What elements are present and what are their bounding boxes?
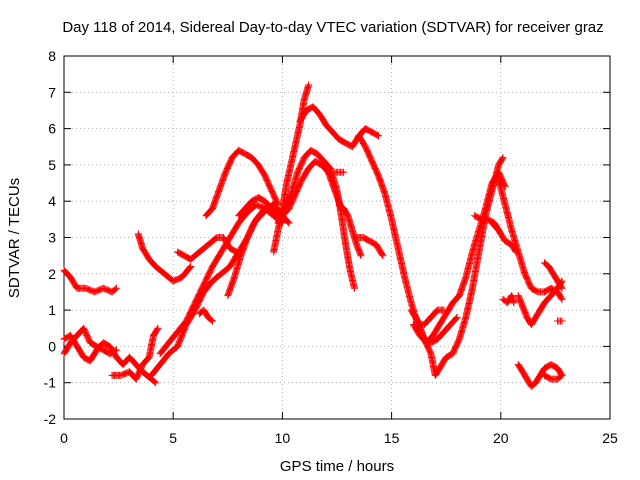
series-track-23: [414, 306, 448, 329]
y-tick-label: 8: [48, 48, 56, 64]
series-track-17: [331, 168, 348, 176]
data-point-plus: [558, 317, 566, 325]
data-point-plus: [541, 371, 548, 379]
data-point-plus: [357, 252, 365, 260]
data-point-plus: [187, 263, 195, 270]
y-axis-label: SDTVAR / TECUs: [6, 178, 23, 298]
series-track-30: [514, 361, 566, 390]
x-tick-label: 15: [384, 430, 400, 446]
x-axis-label: GPS time / hours: [280, 458, 394, 475]
data-point-plus: [542, 372, 550, 380]
series-track-8: [156, 201, 286, 358]
y-tick-label: -2: [44, 411, 57, 427]
data-point-plus: [111, 285, 119, 293]
series-track-9: [195, 306, 216, 325]
data-point-plus: [351, 284, 358, 292]
data-point-plus: [452, 315, 459, 323]
chart-title: Day 118 of 2014, Sidereal Day-to-day VTE…: [62, 19, 603, 36]
x-tick-label: 25: [602, 430, 618, 446]
data-point-plus: [558, 284, 566, 292]
x-tick-label: 20: [493, 430, 509, 446]
series-track-16: [278, 157, 345, 220]
data-point-plus: [375, 132, 382, 140]
data-point-plus: [512, 248, 520, 256]
series-track-5: [134, 230, 195, 285]
x-tick-label: 10: [275, 430, 291, 446]
series-track-19: [353, 234, 387, 260]
y-tick-label: 3: [48, 230, 56, 246]
data-point-plus: [154, 324, 162, 332]
data-point-plus: [453, 313, 461, 321]
data-point-plus: [209, 317, 216, 325]
y-tick-label: 0: [48, 338, 56, 354]
series-track-26: [488, 219, 520, 256]
data-point-plus: [340, 168, 348, 176]
y-tick-label: 2: [48, 266, 56, 282]
data-point-plus: [498, 155, 506, 163]
series-track-4: [108, 324, 162, 383]
data-point-plus: [379, 252, 387, 260]
data-point-plus: [440, 306, 448, 314]
series-track-27: [499, 292, 518, 307]
data-point-plus: [499, 154, 507, 162]
series-track-31: [554, 317, 566, 325]
data-point-plus: [432, 308, 440, 316]
data-point-plus: [207, 316, 215, 324]
data-point-plus: [452, 314, 460, 322]
data-point-plus: [373, 131, 381, 139]
y-tick-label: 1: [48, 302, 56, 318]
data-point-plus: [151, 378, 159, 386]
y-tick-label: -1: [44, 375, 57, 391]
data-point-plus: [512, 247, 519, 255]
data-point-plus: [558, 295, 566, 303]
data-point-plus: [152, 379, 160, 387]
series-track-22: [409, 168, 509, 347]
y-tick-label: 6: [48, 121, 56, 137]
series-track-12: [235, 194, 289, 223]
series-track-25: [495, 175, 566, 303]
series-track-1: [60, 266, 120, 296]
series-track-18: [335, 201, 365, 260]
x-tick-label: 5: [169, 430, 177, 446]
data-point-plus: [305, 81, 313, 89]
data-point-plus: [510, 299, 518, 307]
y-tick-label: 4: [48, 193, 56, 209]
data-point-plus: [285, 219, 293, 227]
series-track-14: [296, 103, 382, 151]
data-point-plus: [153, 325, 161, 333]
series-track-28: [514, 277, 566, 329]
data-marks: [60, 81, 566, 390]
axis-ticks: 0 5 10 15 20 25 -2 -1 0 1 2 3 4 5 6 7 8: [44, 48, 618, 446]
series-track-11: [202, 146, 282, 220]
series-track-29: [541, 259, 566, 292]
data-point-plus: [557, 294, 565, 302]
y-tick-label: 7: [48, 84, 56, 100]
data-point-plus: [186, 264, 194, 271]
series-track-3: [60, 332, 160, 387]
data-point-plus: [378, 251, 386, 259]
x-tick-label: 0: [60, 430, 68, 446]
y-tick-label: 5: [48, 157, 56, 173]
data-point-plus: [112, 284, 120, 292]
data-point-plus: [557, 283, 565, 291]
